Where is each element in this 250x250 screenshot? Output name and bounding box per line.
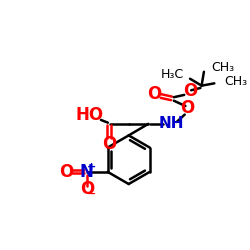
Text: O: O bbox=[59, 163, 73, 181]
Text: O: O bbox=[147, 85, 161, 103]
Text: O: O bbox=[183, 82, 197, 100]
Text: O: O bbox=[80, 180, 94, 198]
Text: −: − bbox=[87, 189, 97, 199]
Text: NH: NH bbox=[159, 116, 184, 131]
Text: O: O bbox=[102, 135, 116, 153]
Text: CH₃: CH₃ bbox=[225, 74, 248, 88]
Text: O: O bbox=[180, 99, 195, 117]
Text: CH₃: CH₃ bbox=[211, 61, 234, 74]
Text: N: N bbox=[80, 163, 94, 181]
Text: HO: HO bbox=[75, 106, 104, 124]
Text: H₃C: H₃C bbox=[161, 68, 184, 81]
Text: +: + bbox=[87, 162, 97, 172]
